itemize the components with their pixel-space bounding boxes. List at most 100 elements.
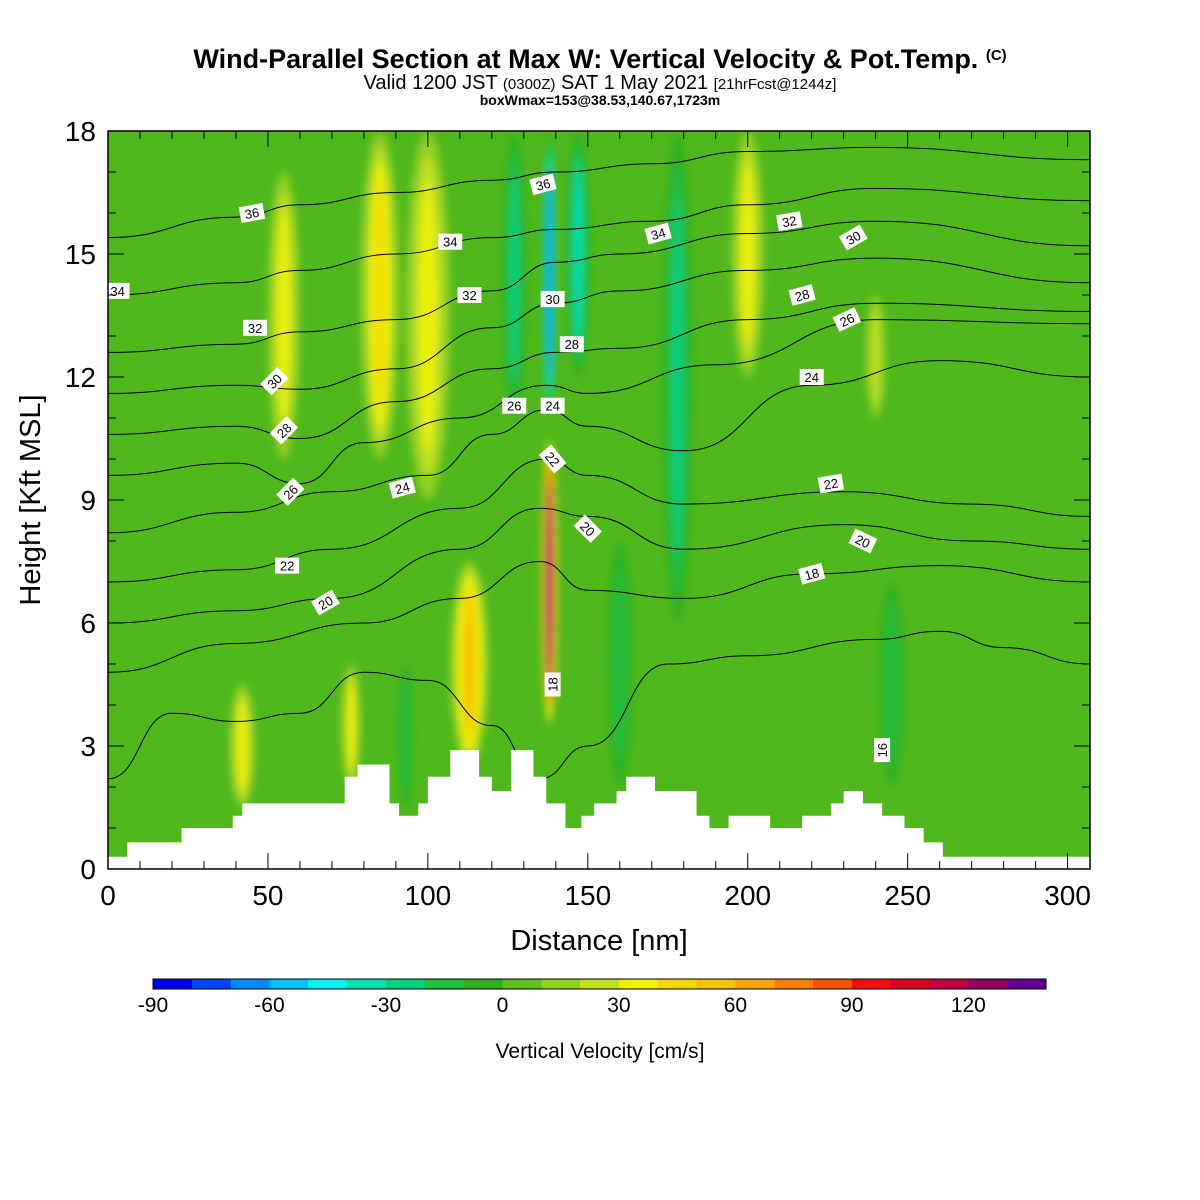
- contour-label-box: [798, 562, 826, 585]
- colorbar-tick-label: 60: [724, 994, 747, 1017]
- contour-label-text: 18: [803, 565, 821, 583]
- colorbar-swatch: [813, 979, 853, 989]
- contour-label-text: 28: [565, 337, 579, 352]
- contour-label: 16: [874, 738, 891, 763]
- colorbar-swatch: [541, 979, 581, 989]
- contour-label-box: [832, 307, 862, 332]
- colorbar-swatch: [735, 979, 775, 989]
- contour-label-text: 22: [280, 559, 294, 574]
- contour-label-box: [544, 672, 561, 697]
- contour-label-box: [848, 528, 878, 554]
- contour-label: 20: [311, 589, 340, 616]
- contour-label-text: 20: [853, 532, 872, 552]
- w-core-10-level-1: [870, 307, 881, 406]
- copyright-mark: (C): [985, 47, 1007, 64]
- colorbar-swatch: [502, 979, 542, 989]
- contour-label-text: 24: [393, 479, 411, 497]
- colorbar-label: Vertical Velocity [cm/s]: [496, 1040, 705, 1063]
- colorbar-tick-label: -60: [254, 994, 284, 1017]
- y-tick-label: 6: [80, 608, 96, 639]
- colorbar-swatch: [968, 979, 1008, 989]
- valid-date: SAT 1 May 2021: [560, 72, 709, 94]
- x-tick-label: 250: [884, 880, 931, 911]
- w-core-13-level-1: [401, 678, 410, 794]
- contour-label: 22: [275, 557, 300, 574]
- w-core-8-level-2: [672, 196, 683, 558]
- contour-label-text: 36: [244, 205, 261, 222]
- colorbar-tick-label: 0: [497, 994, 509, 1017]
- box-w-max: boxWmax=153@38.53,140.67,1723m: [479, 92, 721, 108]
- contour-label-box: [644, 222, 672, 245]
- y-axis-label: Height [Kft MSL]: [15, 394, 47, 605]
- contour-label: 24: [540, 397, 565, 414]
- isentrope-36: [108, 146, 1090, 239]
- x-tick-label: 0: [100, 880, 116, 911]
- contour-label: 30: [260, 366, 289, 396]
- contour-label-text: 32: [248, 321, 262, 336]
- contour-label-box: [788, 284, 816, 306]
- contour-label-box: [799, 369, 824, 385]
- contour-label-box: [269, 416, 299, 445]
- contour-label: 18: [544, 672, 561, 697]
- contour-label-text: 34: [110, 284, 124, 299]
- contour-label-box: [311, 589, 340, 616]
- contour-label: 36: [238, 203, 266, 223]
- w-core-7-level-2: [509, 169, 519, 380]
- x-axis: 0 50 100 150 200 250 300: [100, 131, 1091, 911]
- contour-label-box: [502, 397, 527, 414]
- contour-label: 20: [573, 514, 602, 543]
- colorbar-swatch: [347, 979, 387, 989]
- colorbar-swatch: [1007, 979, 1047, 989]
- contour-label-box: [559, 336, 584, 353]
- y-tick-label: 15: [65, 239, 96, 270]
- contour-label: 32: [457, 287, 482, 303]
- contour-label-box: [573, 514, 602, 543]
- contour-label-box: [275, 557, 300, 574]
- colorbar-tick-label: 30: [607, 994, 630, 1017]
- colorbar-swatch: [929, 979, 969, 989]
- w-core-15-level-2: [347, 680, 355, 771]
- colorbar-swatch: [424, 979, 465, 989]
- colorbar-frame: [152, 978, 1047, 990]
- contour-label-text: 34: [443, 235, 457, 250]
- isentrope-18: [108, 560, 1090, 673]
- contour-label-box: [438, 233, 463, 250]
- x-tick-label: 200: [724, 880, 771, 911]
- colorbar-swatch: [774, 979, 814, 989]
- x-tick-label: 50: [252, 880, 283, 911]
- contour-label-text: 20: [316, 593, 336, 613]
- colorbar-swatch: [153, 979, 193, 989]
- isentrope-20: [108, 507, 1090, 624]
- colorbar-tick-label: 120: [951, 994, 986, 1017]
- contour-label-text: 26: [507, 399, 521, 414]
- contour-label-text: 28: [793, 286, 811, 304]
- w-core-6-level-3: [575, 167, 582, 341]
- colorbar: -90 -60 -30 0 30 60 90 120: [138, 978, 1047, 1017]
- contour-label: 34: [644, 222, 672, 245]
- x-axis-label: Distance [nm]: [510, 925, 687, 957]
- colorbar-swatch: [580, 979, 620, 989]
- contour-label-box: [260, 366, 289, 396]
- plot-background: [108, 131, 1090, 869]
- contour-labels: 36 36 34 34 34 32 32 32 30 30 30 28 28 28 26 26 26 24 24 24…: [108, 173, 891, 763]
- contour-label: 26: [832, 307, 862, 332]
- contour-label: 28: [559, 336, 584, 353]
- w-core-11-level-1: [613, 565, 627, 763]
- plot-area: 36 36 34 34 34 32 32 32 30 30 30 28 28 28 26 26 26 24 24 24…: [108, 131, 1090, 869]
- colorbar-swatch: [851, 979, 892, 989]
- contour-label-text: 24: [804, 370, 818, 385]
- x-tick-label: 100: [405, 880, 452, 911]
- contour-label: 20: [848, 528, 878, 554]
- w-core-4-level-13: [548, 491, 550, 673]
- contour-label: 26: [276, 477, 305, 506]
- contour-label: 32: [776, 211, 803, 232]
- contour-label-box: [776, 211, 803, 232]
- contour-label-text: 16: [875, 743, 890, 757]
- contour-label-box: [243, 319, 268, 336]
- y-tick-label: 18: [65, 116, 96, 147]
- contour-label-text: 32: [781, 213, 798, 230]
- contour-label: 28: [788, 284, 816, 306]
- contour-label-text: 30: [545, 292, 559, 307]
- colorbar-swatch: [308, 979, 348, 989]
